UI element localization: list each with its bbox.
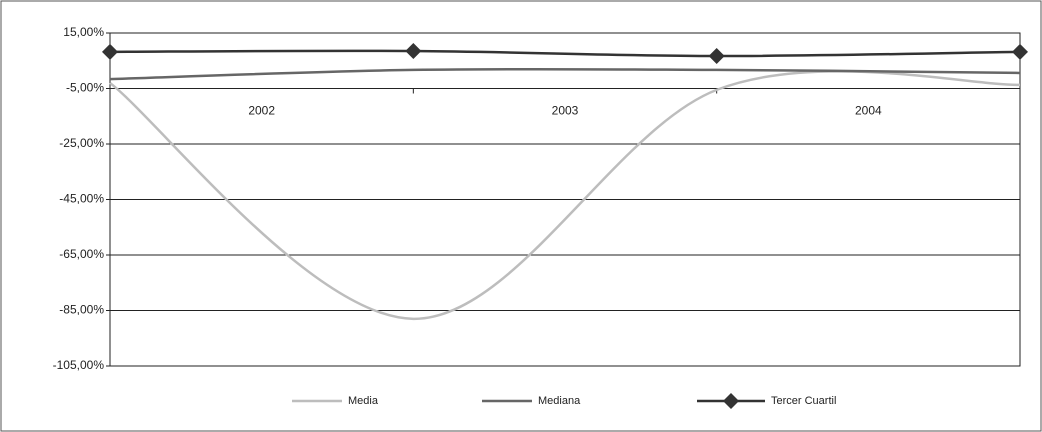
y-tick-label: -105,00% bbox=[53, 358, 105, 372]
legend-marker bbox=[723, 393, 739, 409]
marker bbox=[708, 48, 725, 65]
y-tick-label: -25,00% bbox=[59, 136, 104, 150]
x-tick-label: 2003 bbox=[552, 104, 579, 118]
y-tick-label: -65,00% bbox=[59, 247, 104, 261]
legend-label: Tercer Cuartil bbox=[771, 395, 836, 407]
line-series bbox=[109, 67, 1021, 81]
line-series bbox=[109, 49, 1021, 58]
y-tick-label: 15,00% bbox=[63, 25, 104, 39]
x-tick-label: 2004 bbox=[855, 104, 882, 118]
legend-label: Media bbox=[348, 395, 379, 407]
marker bbox=[102, 43, 118, 60]
y-tick-label: -45,00% bbox=[59, 192, 104, 206]
y-tick-label: -85,00% bbox=[59, 303, 104, 317]
marker bbox=[1012, 43, 1028, 60]
legend-label: Mediana bbox=[538, 395, 581, 407]
marker bbox=[405, 43, 422, 60]
y-tick-label: -5,00% bbox=[66, 81, 104, 95]
x-tick-label: 2002 bbox=[248, 104, 275, 118]
